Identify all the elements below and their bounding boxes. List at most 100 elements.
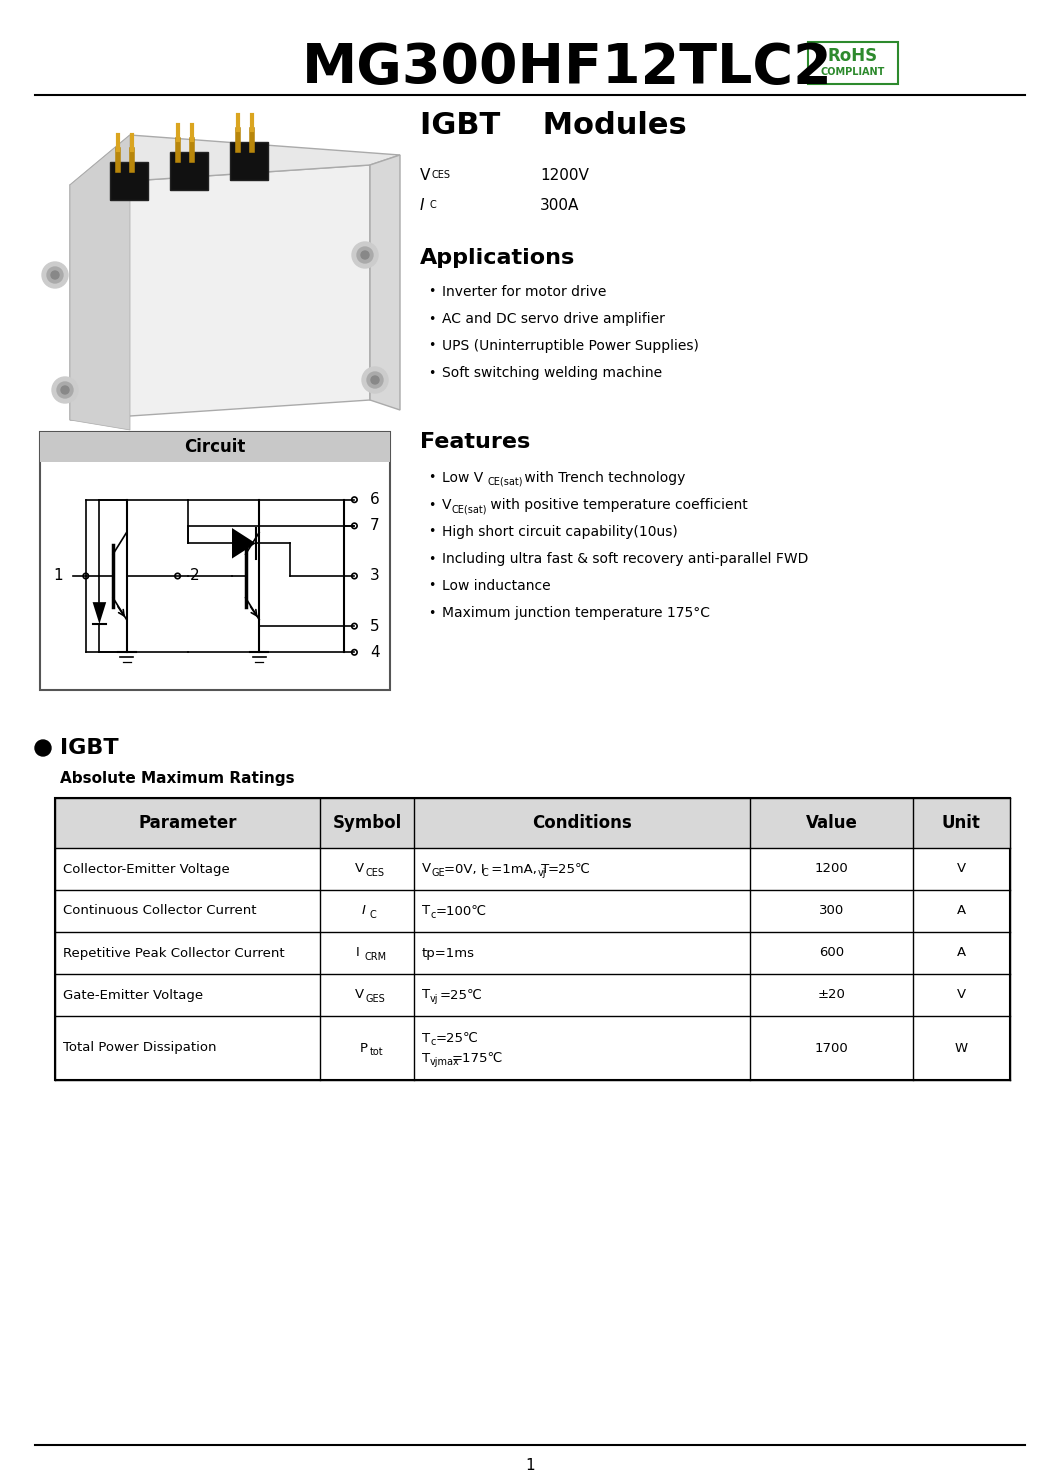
Text: 2: 2 — [190, 568, 199, 583]
Polygon shape — [370, 154, 400, 410]
Text: 1: 1 — [525, 1457, 535, 1472]
Text: IGBT    Modules: IGBT Modules — [420, 110, 687, 139]
Text: V: V — [957, 862, 966, 876]
Bar — [40, 432, 390, 690]
Text: Continuous Collector Current: Continuous Collector Current — [63, 905, 257, 917]
Text: 1: 1 — [54, 568, 64, 583]
Text: Unit: Unit — [942, 815, 981, 833]
Circle shape — [357, 246, 373, 263]
Circle shape — [51, 272, 59, 279]
Text: GES: GES — [366, 994, 385, 1005]
Circle shape — [47, 267, 63, 283]
Circle shape — [367, 372, 383, 387]
Text: C: C — [429, 200, 436, 211]
Bar — [40, 432, 390, 462]
Text: with positive temperature coefficient: with positive temperature coefficient — [485, 499, 747, 512]
Text: T: T — [422, 1031, 430, 1045]
Text: CRM: CRM — [365, 953, 387, 962]
Text: •: • — [428, 499, 436, 512]
Text: T: T — [422, 1052, 430, 1064]
Text: •: • — [428, 285, 436, 298]
Text: 4: 4 — [370, 646, 379, 660]
Polygon shape — [92, 603, 106, 623]
Text: CES: CES — [431, 171, 450, 180]
Text: •: • — [428, 340, 436, 353]
Text: C: C — [481, 868, 488, 879]
Text: vj: vj — [538, 868, 547, 879]
Text: c: c — [430, 1037, 436, 1048]
Circle shape — [371, 375, 379, 384]
Text: 600: 600 — [819, 947, 844, 960]
Text: Repetitive Peak Collector Current: Repetitive Peak Collector Current — [63, 947, 285, 960]
Text: •: • — [428, 367, 436, 380]
Text: Parameter: Parameter — [139, 815, 237, 833]
Text: =25℃: =25℃ — [548, 862, 591, 876]
Text: 6: 6 — [370, 493, 379, 508]
Bar — [55, 798, 1010, 847]
Polygon shape — [70, 135, 130, 430]
Text: with Trench technology: with Trench technology — [520, 470, 686, 485]
Text: 5: 5 — [370, 619, 379, 634]
Text: Symbol: Symbol — [333, 815, 402, 833]
Text: 3: 3 — [370, 568, 379, 583]
Polygon shape — [232, 528, 255, 558]
Text: vjmax: vjmax — [430, 1057, 460, 1067]
Text: T: T — [422, 905, 430, 917]
Circle shape — [35, 741, 51, 755]
Text: Value: Value — [806, 815, 858, 833]
Text: P: P — [359, 1042, 367, 1055]
Bar — [55, 798, 1010, 1080]
Text: CE(sat): CE(sat) — [450, 505, 487, 513]
Text: •: • — [428, 579, 436, 592]
Text: GE: GE — [431, 868, 445, 879]
Circle shape — [352, 242, 378, 269]
Bar — [808, 42, 898, 85]
Text: I: I — [355, 947, 359, 960]
Text: I: I — [361, 905, 365, 917]
Text: UPS (Uninterruptible Power Supplies): UPS (Uninterruptible Power Supplies) — [442, 338, 699, 353]
Text: •: • — [428, 607, 436, 619]
Bar — [110, 162, 148, 200]
Text: V: V — [355, 862, 365, 876]
Text: Applications: Applications — [420, 248, 576, 269]
Text: Absolute Maximum Ratings: Absolute Maximum Ratings — [60, 770, 295, 785]
Text: I: I — [420, 197, 424, 212]
Text: vj: vj — [430, 994, 439, 1005]
Text: 1700: 1700 — [814, 1042, 848, 1055]
Text: =25℃: =25℃ — [440, 988, 483, 1002]
Text: CES: CES — [366, 868, 385, 879]
Text: Inverter for motor drive: Inverter for motor drive — [442, 285, 606, 298]
Circle shape — [57, 381, 73, 398]
Text: =175℃: =175℃ — [452, 1052, 504, 1064]
Text: Including ultra fast & soft recovery anti-parallel FWD: Including ultra fast & soft recovery ant… — [442, 552, 809, 565]
Text: T: T — [422, 988, 430, 1002]
Bar — [230, 142, 268, 180]
Text: Conditions: Conditions — [532, 815, 632, 833]
Circle shape — [363, 367, 388, 393]
Text: V: V — [957, 988, 966, 1002]
Text: Collector-Emitter Voltage: Collector-Emitter Voltage — [63, 862, 230, 876]
Text: Features: Features — [420, 432, 530, 453]
Text: RoHS: RoHS — [828, 47, 878, 65]
Text: 300A: 300A — [540, 197, 580, 212]
Text: V: V — [442, 499, 452, 512]
Text: 1200: 1200 — [814, 862, 848, 876]
Text: A: A — [957, 905, 966, 917]
Text: Maximum junction temperature 175°C: Maximum junction temperature 175°C — [442, 605, 710, 620]
Text: AC and DC servo drive amplifier: AC and DC servo drive amplifier — [442, 312, 665, 326]
Circle shape — [361, 251, 369, 260]
Circle shape — [52, 377, 78, 404]
Text: Gate-Emitter Voltage: Gate-Emitter Voltage — [63, 988, 204, 1002]
Text: •: • — [428, 525, 436, 539]
Text: =1mA, T: =1mA, T — [488, 862, 549, 876]
Bar — [170, 151, 208, 190]
Text: Total Power Dissipation: Total Power Dissipation — [63, 1042, 216, 1055]
Polygon shape — [70, 135, 400, 186]
Polygon shape — [70, 165, 370, 420]
Text: C: C — [369, 910, 376, 920]
Text: •: • — [428, 552, 436, 565]
Text: IGBT: IGBT — [60, 738, 119, 758]
Text: 7: 7 — [370, 518, 379, 533]
Text: A: A — [957, 947, 966, 960]
Text: tp=1ms: tp=1ms — [422, 947, 475, 960]
